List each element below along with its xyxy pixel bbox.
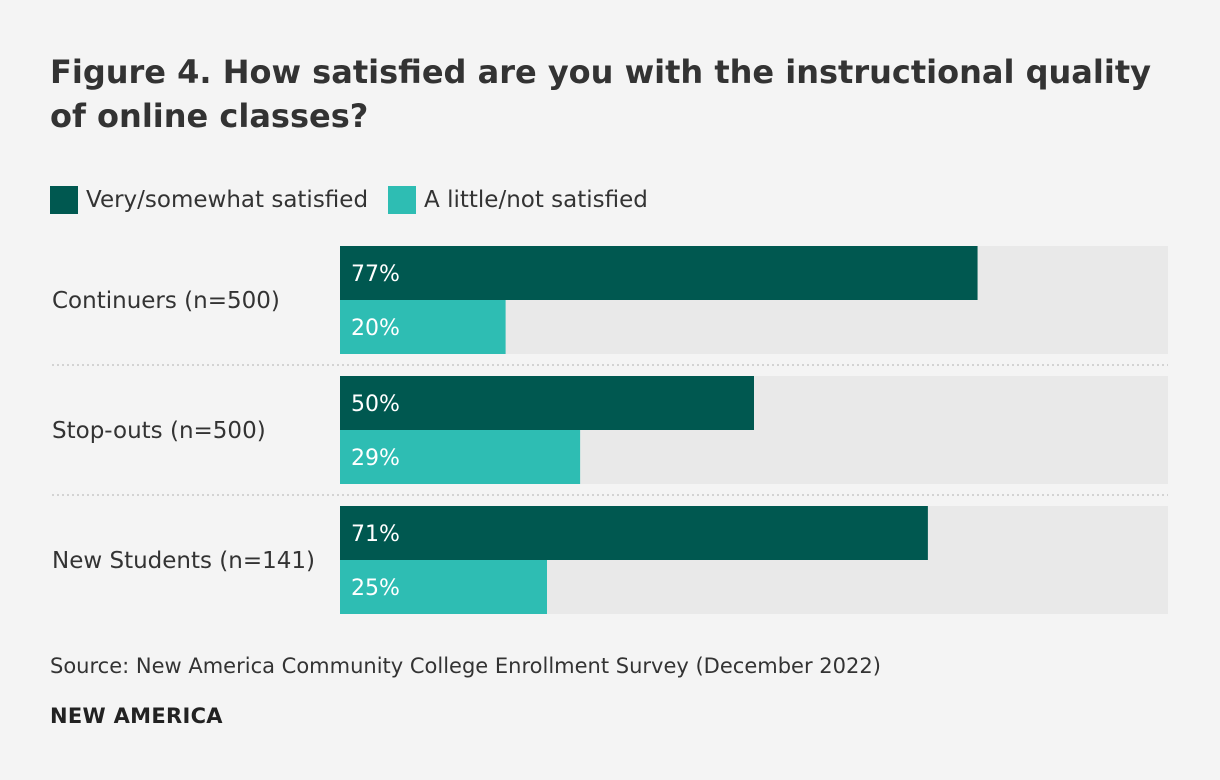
- category-label-stop-outs: Stop-outs (n=500): [52, 418, 266, 444]
- value-label-stop-outs-not-satisfied: 29%: [351, 446, 400, 471]
- brand-logo-text: NEW AMERICA: [50, 704, 223, 728]
- chart-title: Figure 4. How satisfied are you with the…: [50, 53, 1151, 135]
- value-label-stop-outs-satisfied: 50%: [351, 392, 400, 417]
- bar-new-students-not-satisfied: [340, 560, 547, 614]
- legend-swatch-not-satisfied: [388, 186, 417, 214]
- bar-new-students-satisfied: [340, 506, 928, 560]
- category-label-new-students: New Students (n=141): [52, 548, 315, 574]
- legend-label-satisfied: Very/somewhat satisfied: [86, 187, 369, 213]
- bar-stop-outs-not-satisfied: [340, 430, 581, 484]
- value-label-new-students-not-satisfied: 25%: [351, 576, 400, 601]
- legend-swatch-satisfied: [50, 186, 78, 214]
- value-label-continuers-not-satisfied: 20%: [351, 316, 400, 341]
- bar-continuers-satisfied: [340, 246, 978, 300]
- legend-item-satisfied: Very/somewhat satisfied: [50, 186, 368, 214]
- value-label-continuers-satisfied: 77%: [351, 262, 400, 287]
- value-label-new-students-satisfied: 71%: [351, 522, 400, 547]
- legend-item-not-satisfied: A little/not satisfied: [388, 186, 648, 214]
- bar-chart: Continuers (n=500) 77% 20% Stop-outs (n=500…: [52, 246, 1168, 614]
- category-label-continuers: Continuers (n=500): [52, 288, 280, 314]
- bar-stop-outs-satisfied: [340, 376, 754, 430]
- legend-label-not-satisfied: A little/not satisfied: [424, 187, 648, 213]
- source-note: Source: New America Community College En…: [50, 654, 881, 678]
- legend: Very/somewhat satisfied A little/not sat…: [50, 184, 668, 216]
- bar-continuers-not-satisfied: [340, 300, 506, 354]
